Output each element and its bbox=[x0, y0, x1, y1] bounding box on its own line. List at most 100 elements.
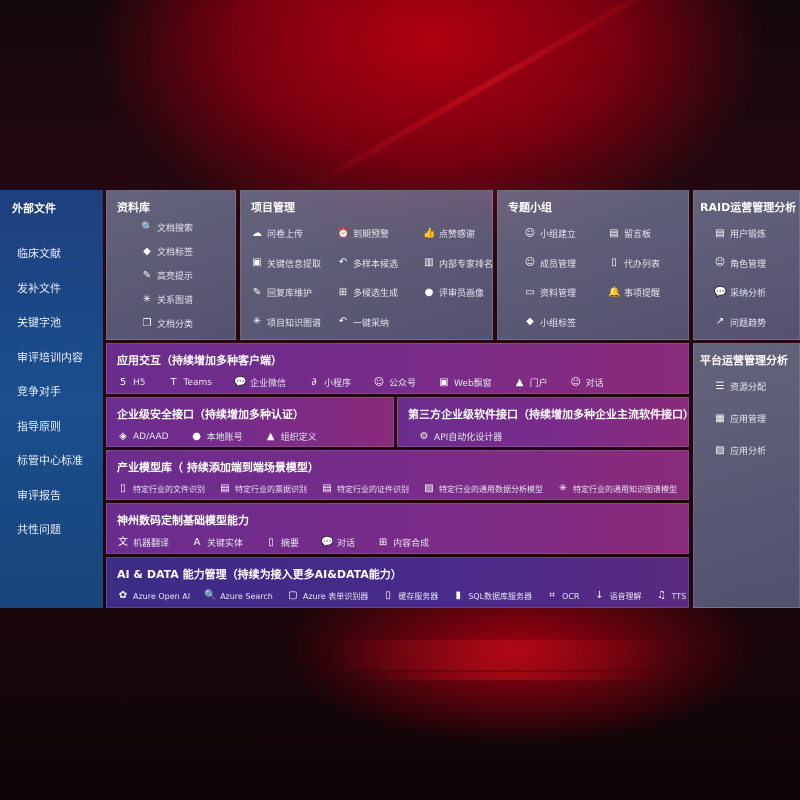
item-edit[interactable]: ✎ 回复库维护 bbox=[251, 286, 312, 300]
window-icon: ▣ bbox=[252, 257, 262, 268]
item-html5[interactable]: 5 H5 bbox=[117, 377, 146, 389]
item-ocr[interactable]: ⌗ OCR bbox=[546, 590, 579, 602]
item-openai[interactable]: ✿ Azure Open AI bbox=[117, 590, 190, 602]
item-label: 机器翻译 bbox=[133, 539, 170, 549]
id-card-icon: ▤ bbox=[322, 483, 332, 494]
external-file-item[interactable]: 竞争对手 bbox=[17, 385, 61, 398]
item-graph[interactable]: ✳ 项目知识图谱 bbox=[251, 316, 321, 329]
puzzle-icon: ⊞ bbox=[338, 286, 348, 298]
item-graph[interactable]: ✳ 特定行业的通用知识图谱模型 bbox=[557, 483, 677, 495]
item-doc[interactable]: ▯ 摘要 bbox=[265, 536, 299, 550]
tag-icon: ◆ bbox=[526, 316, 534, 327]
clipboard-icon: ▯ bbox=[611, 257, 617, 268]
item-clipboard[interactable]: ▯ 代办列表 bbox=[608, 257, 660, 270]
tag-icon: ◆ bbox=[143, 245, 151, 257]
item-thumbs-up[interactable]: 👍 点赞感谢 bbox=[423, 227, 475, 241]
item-qa[interactable]: 💬 采纳分析 bbox=[714, 286, 766, 300]
item-bell[interactable]: 🔔 事项提醒 bbox=[608, 286, 660, 300]
item-bbs[interactable]: ▤ 留言板 bbox=[608, 227, 651, 241]
item-receipt[interactable]: ▤ 特定行业的票据识别 bbox=[219, 483, 307, 495]
item-cloud-upload[interactable]: ☁ 问卷上传 bbox=[251, 227, 303, 241]
external-file-item[interactable]: 审评培训内容 bbox=[17, 350, 83, 364]
item-tag[interactable]: ◆ 小组标签 bbox=[524, 316, 576, 329]
item-window[interactable]: ▣ Web飘窗 bbox=[438, 376, 491, 390]
item-label: 文档搜索 bbox=[157, 224, 194, 234]
item-chart[interactable]: ▨ 应用分析 bbox=[714, 444, 766, 458]
item-alarm[interactable]: ⏰ 到期预警 bbox=[337, 227, 389, 241]
item-apps[interactable]: ▦ 应用管理 bbox=[714, 412, 766, 426]
item-wechat[interactable]: 💬 企业微信 bbox=[233, 376, 286, 390]
item-ranking[interactable]: ▥ 内部专家排名 bbox=[423, 257, 493, 270]
item-trend[interactable]: ↗ 问题趋势 bbox=[714, 316, 766, 329]
panel-title: AI & DATA 能力管理（持续为接入更多AI&DATA能力） bbox=[117, 568, 402, 581]
item-portal[interactable]: ▲ 门户 bbox=[514, 376, 548, 390]
item-translate[interactable]: 文机器翻译 bbox=[117, 536, 170, 550]
item-label: 语音理解 bbox=[609, 591, 642, 601]
item-graph[interactable]: ✳ 关系图谱 bbox=[141, 293, 193, 307]
item-search-doc[interactable]: 🔍 Azure Search bbox=[204, 590, 273, 602]
item-label: 评审员画像 bbox=[439, 289, 485, 299]
item-chart[interactable]: ▨ 特定行业的通用数据分析模型 bbox=[423, 483, 543, 495]
item-pen[interactable]: ✎ 高亮提示 bbox=[141, 269, 193, 283]
item-file[interactable]: ▯ 特定行业的文件识别 bbox=[117, 483, 205, 495]
user-icon: ● bbox=[192, 430, 201, 442]
item-label: 资源分配 bbox=[730, 383, 767, 393]
panel-title: 应用交互（持续增加多种客户端） bbox=[117, 354, 282, 367]
item-ad[interactable]: ◈ AD/AAD bbox=[117, 431, 168, 443]
item-reply[interactable]: ↶ 一键采纳 bbox=[337, 316, 389, 329]
item-label: 组织定义 bbox=[280, 433, 317, 443]
item-folder[interactable]: ▭ 资料管理 bbox=[524, 286, 576, 300]
item-speech[interactable]: ↓ 语音理解 bbox=[594, 590, 642, 602]
panel-title: 外部文件 bbox=[12, 202, 56, 215]
item-label: 代办列表 bbox=[624, 259, 661, 270]
item-doc-stack[interactable]: ❐ 文档分类 bbox=[141, 317, 194, 331]
item-cache[interactable]: ▯ 缓存服务器 bbox=[382, 590, 438, 602]
item-doc-search[interactable]: 🔍 文档搜索 bbox=[141, 221, 194, 235]
translate-icon: 文 bbox=[118, 536, 128, 548]
item-gear[interactable]: ⚙ API自动化设计器 bbox=[418, 430, 503, 444]
external-file-item[interactable]: 指导原则 bbox=[17, 419, 61, 433]
folder-icon: ▭ bbox=[525, 286, 535, 298]
item-tts[interactable]: ♫ TTS bbox=[656, 590, 686, 602]
apps-icon: ▦ bbox=[715, 412, 725, 424]
item-list[interactable]: ☰ 资源分配 bbox=[714, 380, 767, 394]
item-users[interactable]: ☺ 角色管理 bbox=[714, 257, 766, 270]
item-database[interactable]: ▮ SQL数据库服务器 bbox=[452, 590, 532, 602]
external-file-item[interactable]: 关键字池 bbox=[17, 316, 61, 329]
item-reply[interactable]: ↶ 多样本候选 bbox=[337, 257, 398, 270]
external-files-panel: 外部文件 临床文献发补文件关键字池审评培训内容 竞争对手指导原则标管中心标准 审评报… bbox=[0, 190, 103, 608]
item-user[interactable]: ● 本地账号 bbox=[191, 430, 242, 444]
panel-title: 平台运营管理分析 bbox=[700, 354, 788, 367]
item-id-card[interactable]: ▤ 特定行业的证件识别 bbox=[321, 483, 409, 495]
item-miniprogram[interactable]: ∂ 小程序 bbox=[308, 376, 351, 390]
external-file-item[interactable]: 共性问题 bbox=[17, 523, 61, 536]
external-file-item[interactable]: 临床文献 bbox=[17, 247, 61, 260]
item-users[interactable]: ☺ 公众号 bbox=[373, 376, 416, 390]
item-form[interactable]: ▢ Azure 表单识别器 bbox=[287, 590, 368, 602]
item-chat[interactable]: 💬 对话 bbox=[321, 536, 356, 550]
item-org[interactable]: ▲ 组织定义 bbox=[265, 430, 317, 444]
item-label: 问题趋势 bbox=[730, 318, 767, 329]
item-label: 对话 bbox=[337, 539, 356, 549]
item-puzzle[interactable]: ⊞ 多候选生成 bbox=[337, 286, 398, 300]
item-entity[interactable]: A 关键实体 bbox=[191, 536, 243, 550]
wechat-icon: 💬 bbox=[233, 376, 247, 388]
item-label: 特定行业的通用数据分析模型 bbox=[439, 484, 543, 494]
item-users[interactable]: ☺ 小组建立 bbox=[524, 227, 576, 241]
item-chat-users[interactable]: ☺ 对话 bbox=[570, 376, 603, 390]
external-file-item[interactable]: 标管中心标准 bbox=[17, 454, 83, 467]
item-label: 多样本候选 bbox=[353, 259, 399, 270]
item-window[interactable]: ▣ 关键信息提取 bbox=[251, 257, 321, 270]
item-teams[interactable]: T Teams bbox=[168, 377, 212, 389]
item-user-add[interactable]: ☺ 成员管理 bbox=[524, 257, 576, 270]
graph-icon: ✳ bbox=[142, 293, 152, 305]
external-file-item[interactable]: 审评报告 bbox=[17, 488, 61, 502]
item-puzzle[interactable]: ⊞ 内容合成 bbox=[377, 536, 429, 550]
item-tag[interactable]: ◆ 文档标签 bbox=[141, 245, 193, 259]
qa-icon: 💬 bbox=[714, 286, 727, 298]
org-icon: ▲ bbox=[266, 430, 275, 442]
external-file-item[interactable]: 发补文件 bbox=[17, 281, 61, 295]
item-label: Azure 表单识别器 bbox=[302, 591, 369, 601]
item-id-card[interactable]: ▤ 用户锻炼 bbox=[714, 227, 766, 241]
item-user[interactable]: ● 评审员画像 bbox=[423, 286, 485, 300]
